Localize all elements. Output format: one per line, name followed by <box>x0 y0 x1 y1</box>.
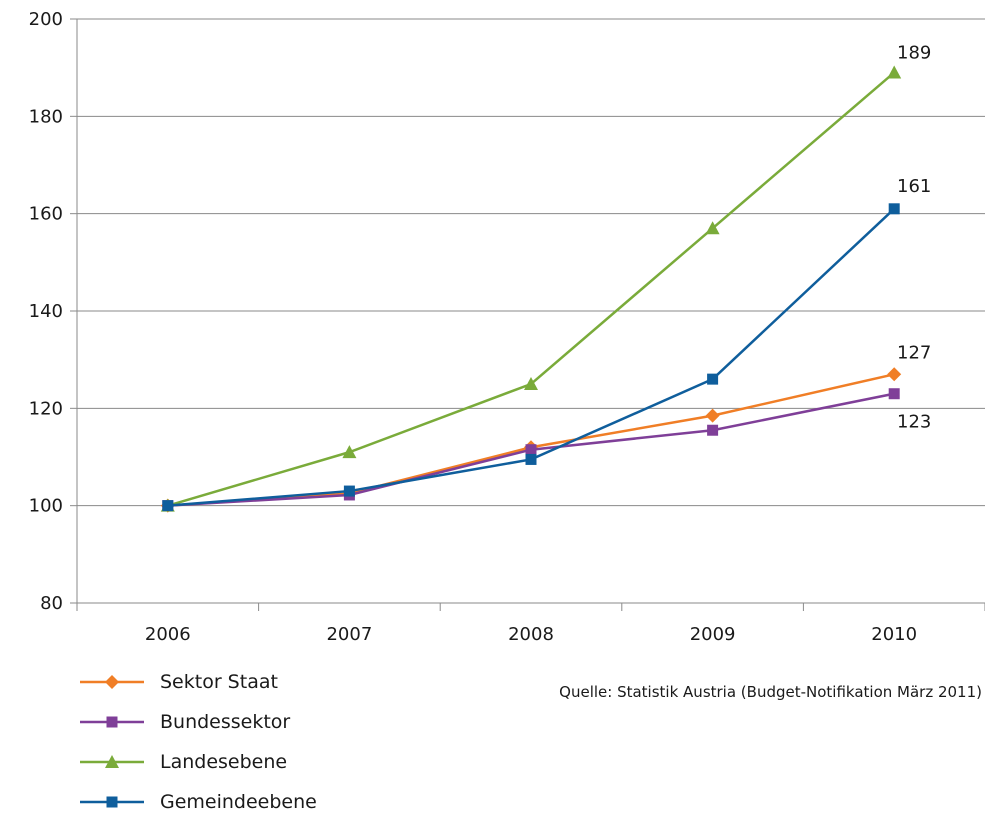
series-lines <box>160 65 902 513</box>
legend-swatch <box>80 755 144 768</box>
data-point <box>707 424 719 436</box>
series-gemeindeebene <box>162 203 900 512</box>
data-label: 127 <box>897 342 931 363</box>
data-point <box>705 408 720 423</box>
x-tick-label: 2009 <box>690 624 736 645</box>
y-tick-label: 180 <box>29 106 63 127</box>
legend-swatch <box>80 716 144 728</box>
axes <box>70 18 985 611</box>
legend-label: Sektor Staat <box>160 671 278 693</box>
data-labels: 127 123 189 161 <box>897 43 931 433</box>
legend: Sektor Staat Bundessektor Landesebene Gemei… <box>80 662 317 822</box>
legend-marker <box>106 796 118 808</box>
data-point <box>888 203 900 215</box>
source-note: Quelle: Statistik Austria (Budget-Notifi… <box>559 683 982 701</box>
legend-marker <box>105 755 119 768</box>
legend-item: Gemeindeebene <box>80 782 317 822</box>
data-point <box>887 65 902 79</box>
legend-item: Landesebene <box>80 742 317 782</box>
data-point <box>525 444 537 456</box>
data-label: 161 <box>897 176 931 197</box>
legend-swatch <box>80 675 144 689</box>
data-point <box>524 377 538 390</box>
data-label: 189 <box>897 43 931 64</box>
y-axis-tick-labels: 80 100 120 140 160 180 200 <box>29 9 63 614</box>
x-tick-label: 2007 <box>326 624 372 645</box>
y-tick-label: 100 <box>29 496 63 517</box>
legend-label: Bundessektor <box>160 711 291 733</box>
data-point <box>707 373 719 385</box>
legend-label: Gemeindeebene <box>160 791 317 813</box>
x-tick-label: 2010 <box>871 624 917 645</box>
data-point <box>887 367 902 382</box>
legend-item: Bundessektor <box>80 702 317 742</box>
legend-item: Sektor Staat <box>80 662 317 702</box>
x-tick-label: 2006 <box>145 624 191 645</box>
y-tick-label: 120 <box>29 398 63 419</box>
series-landesebene <box>160 65 902 512</box>
legend-marker <box>106 716 118 728</box>
data-label: 123 <box>897 412 931 433</box>
data-point <box>343 485 355 497</box>
data-point <box>525 453 537 465</box>
y-tick-label: 140 <box>29 301 63 322</box>
y-tick-label: 200 <box>29 9 63 30</box>
legend-label: Landesebene <box>160 751 288 773</box>
legend-marker <box>105 675 119 689</box>
legend-swatch <box>80 796 144 808</box>
y-tick-label: 160 <box>29 204 63 225</box>
data-point <box>162 500 174 512</box>
gridlines <box>77 18 985 507</box>
x-tick-label: 2008 <box>508 624 554 645</box>
series-bundessektor <box>162 388 900 512</box>
data-point <box>888 388 900 400</box>
series-line <box>167 373 895 507</box>
data-point <box>705 221 720 235</box>
y-tick-label: 80 <box>40 593 63 614</box>
data-point <box>342 445 357 459</box>
x-axis-tick-labels: 2006 2007 2008 2009 2010 <box>145 624 917 645</box>
